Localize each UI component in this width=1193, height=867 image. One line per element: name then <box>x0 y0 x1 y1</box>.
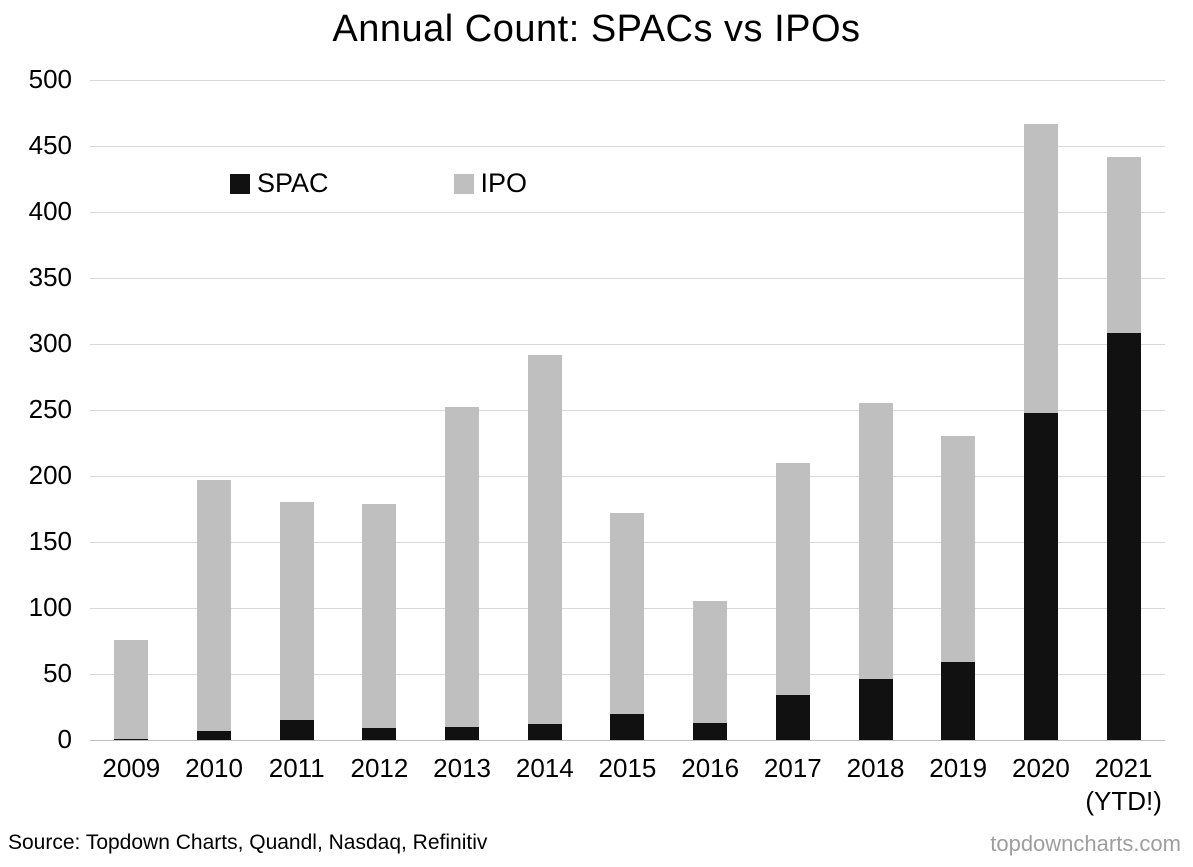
x-tick-label: 2014 <box>515 753 574 783</box>
bar-segment-spac <box>445 726 480 740</box>
y-tick-label: 250 <box>28 393 72 424</box>
bar-segment-ipo <box>445 407 480 727</box>
bar-column <box>421 80 504 740</box>
bar-segment-ipo <box>362 503 397 729</box>
bar-column <box>917 80 1000 740</box>
gridline <box>90 410 1165 411</box>
y-tick-label: 450 <box>28 129 72 160</box>
bar-segment-ipo <box>610 512 645 714</box>
bar-column <box>1000 80 1083 740</box>
chart-title: Annual Count: SPACs vs IPOs <box>332 8 861 50</box>
bar-segment-spac <box>775 695 810 740</box>
bar-segment-spac <box>858 679 893 740</box>
x-tick-label: 2021 (YTD!) <box>1085 753 1162 816</box>
bar-segment-ipo <box>197 479 232 731</box>
legend-item-spac: SPAC <box>230 168 329 199</box>
x-axis-labels: 2009 2010 2011 2012 2013 2014 2015 2016 2017 2018… <box>90 752 1165 817</box>
bar-2020 <box>1023 123 1058 740</box>
bar-2009 <box>114 639 149 740</box>
bar-segment-spac <box>693 722 728 740</box>
y-tick-label: 150 <box>28 525 72 556</box>
legend: SPAC IPO <box>230 168 527 199</box>
y-tick-label: 400 <box>28 195 72 226</box>
bar-segment-spac <box>279 720 314 740</box>
x-tick-label: 2017 <box>763 753 822 783</box>
bar-column <box>834 80 917 740</box>
bar-column <box>1082 80 1165 740</box>
bar-segment-ipo <box>1023 123 1058 413</box>
source-text: Source: Topdown Charts, Quandl, Nasdaq, … <box>8 831 488 854</box>
bar-segment-spac <box>114 738 149 740</box>
bar-column <box>173 80 256 740</box>
legend-label-spac: SPAC <box>257 168 329 198</box>
bar-2014 <box>527 354 562 740</box>
gridline <box>90 344 1165 345</box>
bar-column <box>669 80 752 740</box>
bar-segment-ipo <box>1106 156 1141 334</box>
bar-2019 <box>941 436 976 740</box>
bar-segment-ipo <box>941 436 976 663</box>
gridline <box>90 740 1165 741</box>
gridline <box>90 146 1165 147</box>
bar-2012 <box>362 503 397 740</box>
x-tick-label: 2018 <box>846 753 905 783</box>
x-tick-label: 2011 <box>268 753 325 783</box>
bar-segment-spac <box>941 662 976 740</box>
bar-segment-spac <box>362 728 397 740</box>
gridline <box>90 278 1165 279</box>
legend-swatch-spac <box>230 173 250 194</box>
bar-column <box>586 80 669 740</box>
bar-segment-ipo <box>858 403 893 680</box>
y-tick-label: 0 <box>57 723 72 754</box>
x-tick-label: 2016 <box>681 753 740 783</box>
bar-segment-spac <box>527 724 562 740</box>
bars-layer <box>90 80 1165 740</box>
bar-segment-ipo <box>693 601 728 723</box>
gridline <box>90 212 1165 213</box>
bar-segment-spac <box>1023 412 1058 740</box>
y-tick-label: 300 <box>28 327 72 358</box>
bar-2016 <box>693 601 728 740</box>
y-axis: 0 50 100 150 200 250 300 350 400 450 500 <box>0 64 72 754</box>
y-tick-label: 100 <box>28 591 72 622</box>
x-tick-label: 2015 <box>598 753 657 783</box>
x-tick-label: 2010 <box>185 753 243 783</box>
watermark-text: topdowncharts.com <box>990 831 1181 856</box>
bar-segment-spac <box>197 730 232 740</box>
x-tick-label: 2012 <box>350 753 409 783</box>
bar-column <box>90 80 173 740</box>
bar-column <box>255 80 338 740</box>
bar-2018 <box>858 403 893 740</box>
bar-2011 <box>279 502 314 740</box>
x-tick-label: 2020 <box>1011 753 1070 783</box>
bar-2013 <box>445 407 480 740</box>
y-tick-label: 50 <box>43 657 72 688</box>
bar-segment-spac <box>1106 333 1141 740</box>
bar-segment-spac <box>610 713 645 740</box>
bar-2010 <box>197 479 232 740</box>
legend-item-ipo: IPO <box>453 168 528 199</box>
bar-segment-ipo <box>114 639 149 739</box>
bar-column <box>752 80 835 740</box>
y-tick-label: 200 <box>28 459 72 490</box>
legend-swatch-ipo <box>453 173 474 194</box>
plot-area: SPAC IPO <box>90 80 1165 741</box>
y-tick-label: 500 <box>28 63 72 94</box>
x-tick-label: 2019 <box>929 753 988 783</box>
bar-2015 <box>610 512 645 740</box>
x-tick-label: 2009 <box>102 753 161 783</box>
legend-label-ipo: IPO <box>480 168 528 198</box>
bar-segment-ipo <box>527 354 562 725</box>
y-tick-label: 350 <box>28 261 72 292</box>
x-tick-label: 2013 <box>433 753 492 783</box>
gridline <box>90 476 1165 477</box>
bar-column <box>338 80 421 740</box>
bar-2017 <box>775 462 810 740</box>
gridline <box>90 80 1165 81</box>
bar-segment-ipo <box>775 462 810 696</box>
bar-column <box>503 80 586 740</box>
bar-segment-ipo <box>279 502 314 721</box>
bar-2021 <box>1106 156 1141 740</box>
